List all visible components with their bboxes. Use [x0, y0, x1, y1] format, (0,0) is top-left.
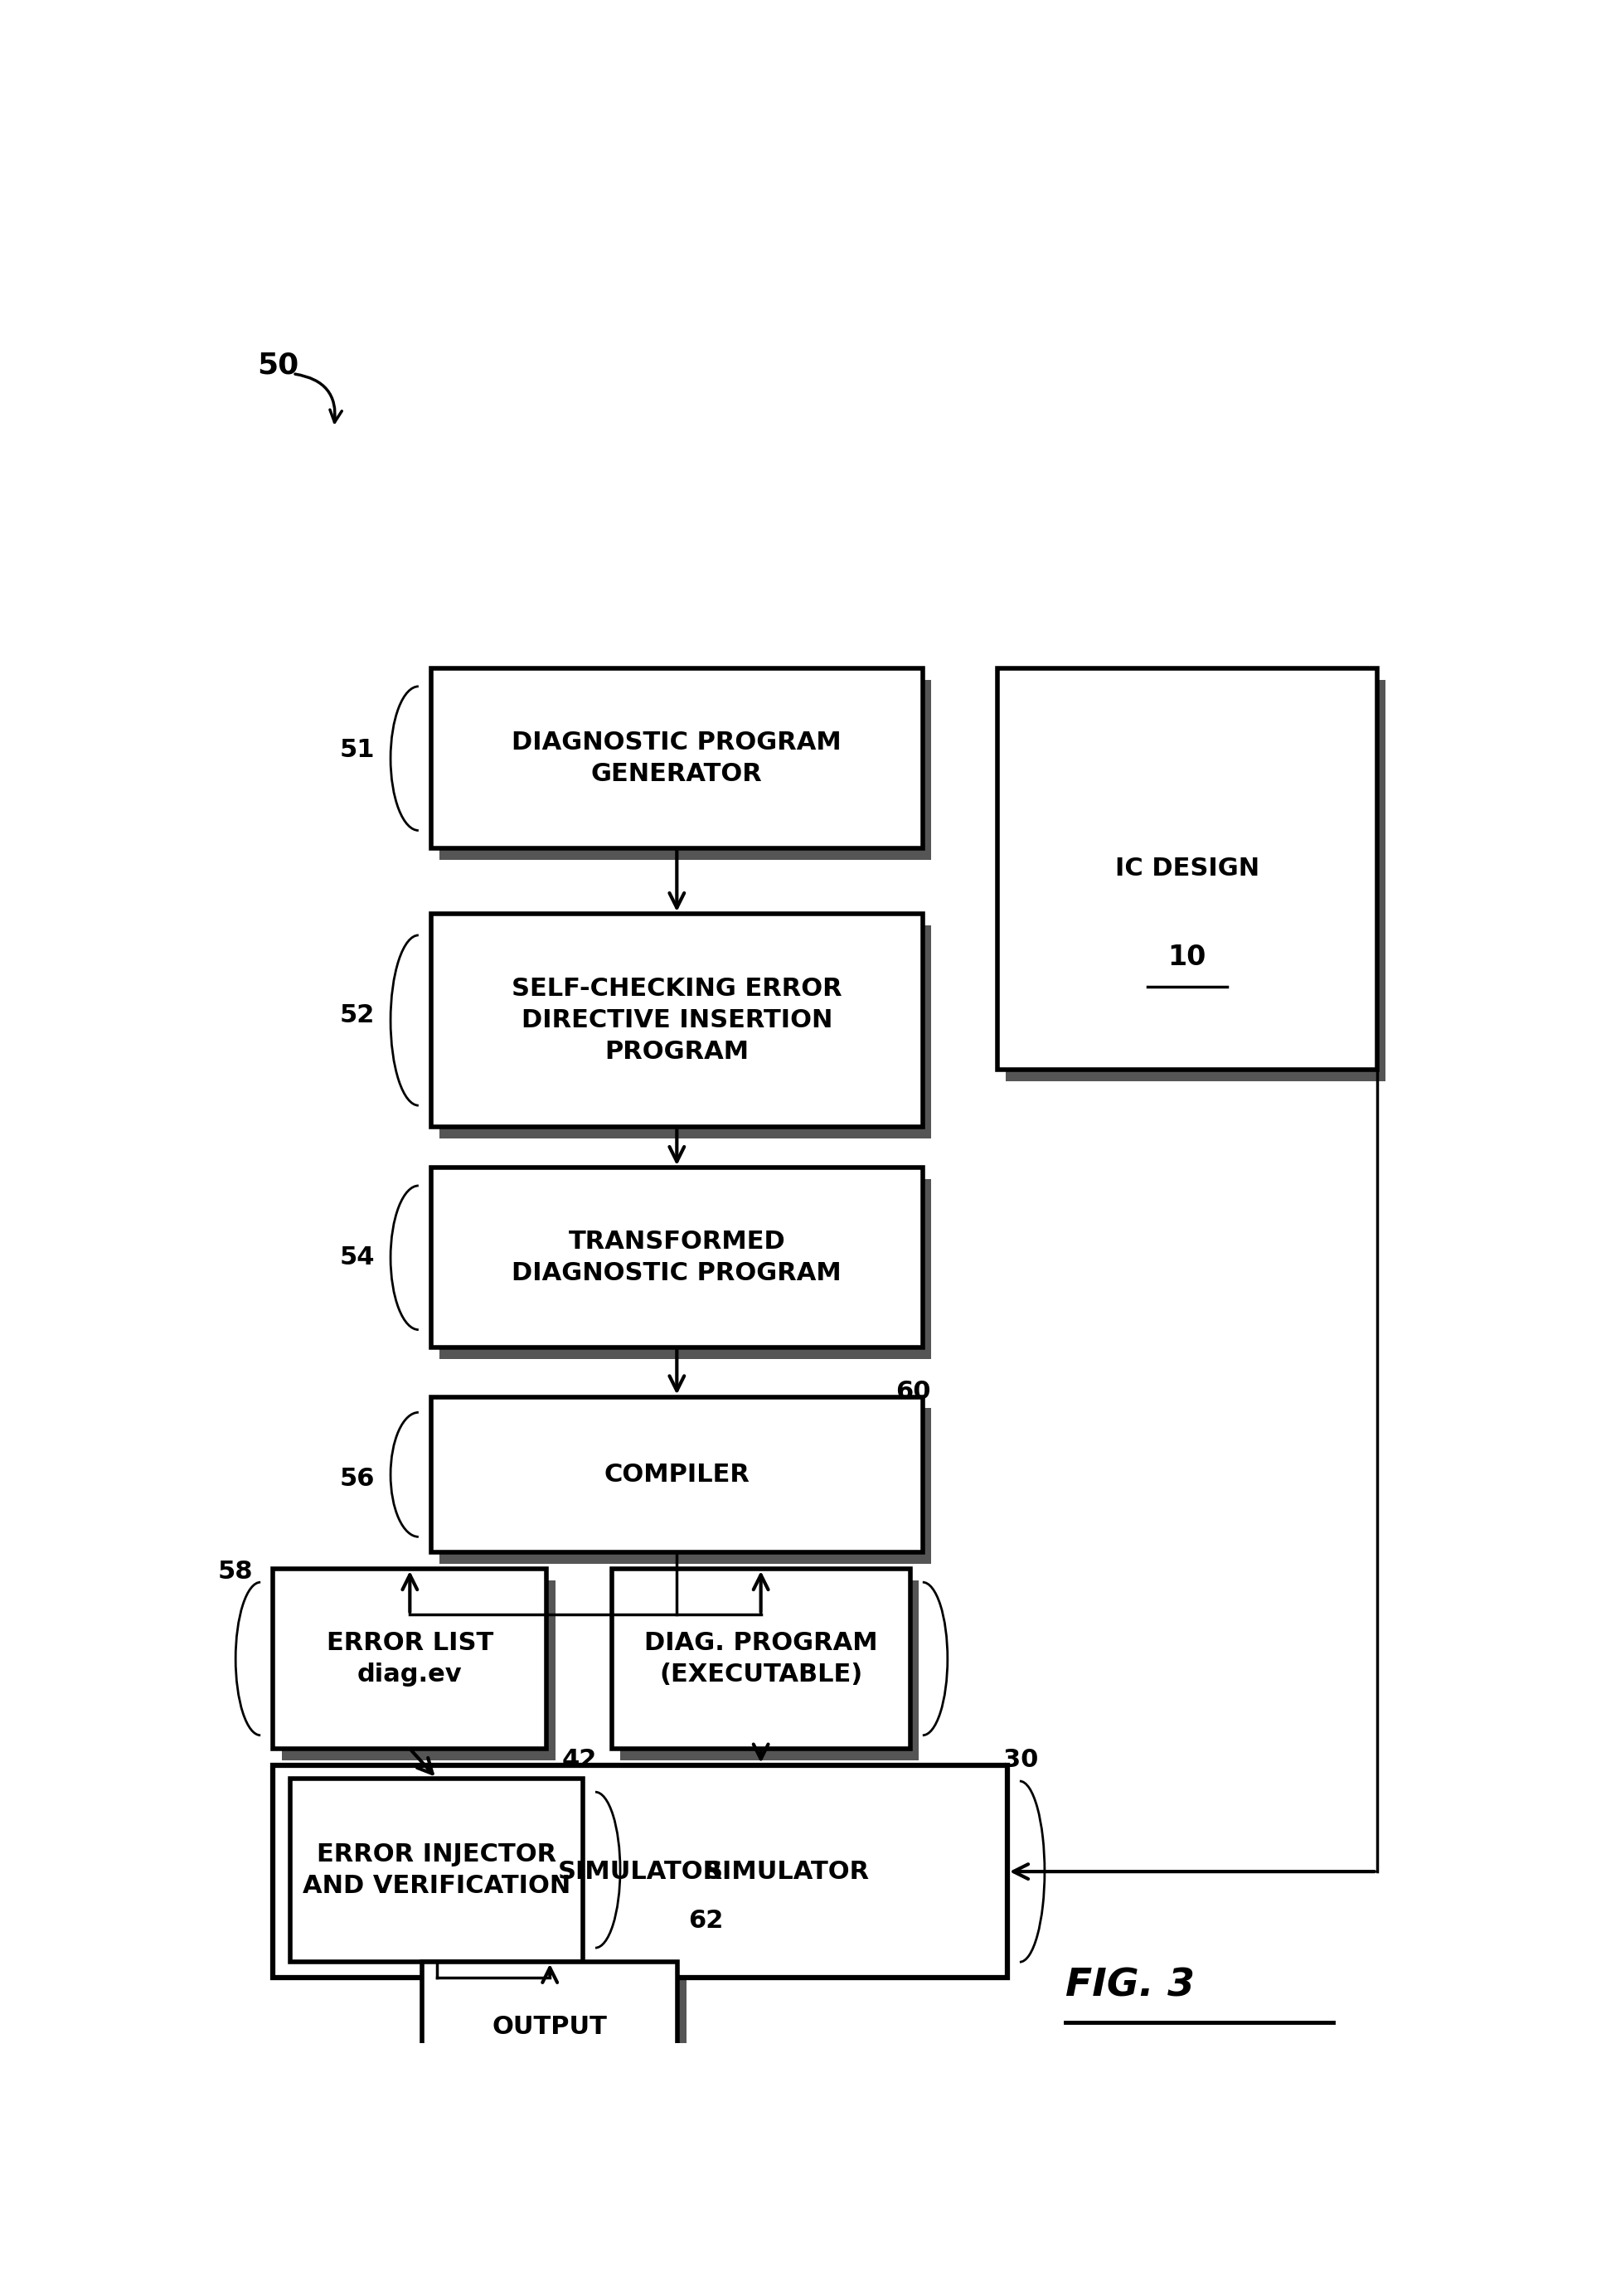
Text: SIMULATOR: SIMULATOR [557, 1860, 723, 1883]
Bar [440, 925, 931, 1139]
Text: IC DESIGN: IC DESIGN [1115, 856, 1259, 882]
Text: SIMULATOR: SIMULATOR [705, 1860, 869, 1883]
Text: 58: 58 [218, 1559, 254, 1584]
Bar [997, 668, 1376, 1070]
Bar [440, 1407, 931, 1564]
Bar [612, 1568, 911, 1750]
Bar [273, 1766, 1007, 1977]
Bar [430, 1169, 923, 1348]
Text: 10: 10 [1168, 944, 1206, 971]
Bar [1005, 680, 1386, 1081]
Text: 42: 42 [562, 1747, 597, 1773]
Text: DIAGNOSTIC PROGRAM
GENERATOR: DIAGNOSTIC PROGRAM GENERATOR [512, 730, 842, 785]
Text: 60: 60 [895, 1380, 930, 1403]
Bar [273, 1568, 546, 1750]
Text: SELF-CHECKING ERROR
DIRECTIVE INSERTION
PROGRAM: SELF-CHECKING ERROR DIRECTIVE INSERTION … [512, 976, 842, 1063]
Bar [430, 1396, 923, 1552]
Bar [440, 680, 931, 861]
Text: 50: 50 [257, 351, 299, 379]
Text: OUTPUT: OUTPUT [493, 2016, 607, 2039]
Text: FIG. 3: FIG. 3 [1066, 1968, 1195, 2004]
Text: ERROR LIST
diag.ev: ERROR LIST diag.ev [326, 1630, 493, 1688]
Bar [422, 1961, 678, 2092]
Text: 51: 51 [340, 739, 376, 762]
Bar [620, 1580, 919, 1761]
Text: 30: 30 [1004, 1747, 1039, 1773]
Bar [291, 1779, 583, 1961]
Bar [430, 914, 923, 1127]
Text: TRANSFORMED
DIAGNOSTIC PROGRAM: TRANSFORMED DIAGNOSTIC PROGRAM [512, 1231, 842, 1286]
Text: 52: 52 [340, 1003, 376, 1026]
Bar [430, 1972, 686, 2103]
Text: 62: 62 [689, 1908, 724, 1933]
Bar [440, 1180, 931, 1359]
Text: COMPILER: COMPILER [604, 1463, 750, 1486]
Text: 56: 56 [340, 1467, 376, 1490]
Text: 54: 54 [340, 1247, 376, 1270]
Text: ERROR INJECTOR
AND VERIFICATION: ERROR INJECTOR AND VERIFICATION [302, 1841, 570, 1899]
Bar [281, 1580, 556, 1761]
Bar [430, 668, 923, 850]
Text: DIAG. PROGRAM
(EXECUTABLE): DIAG. PROGRAM (EXECUTABLE) [644, 1630, 877, 1688]
